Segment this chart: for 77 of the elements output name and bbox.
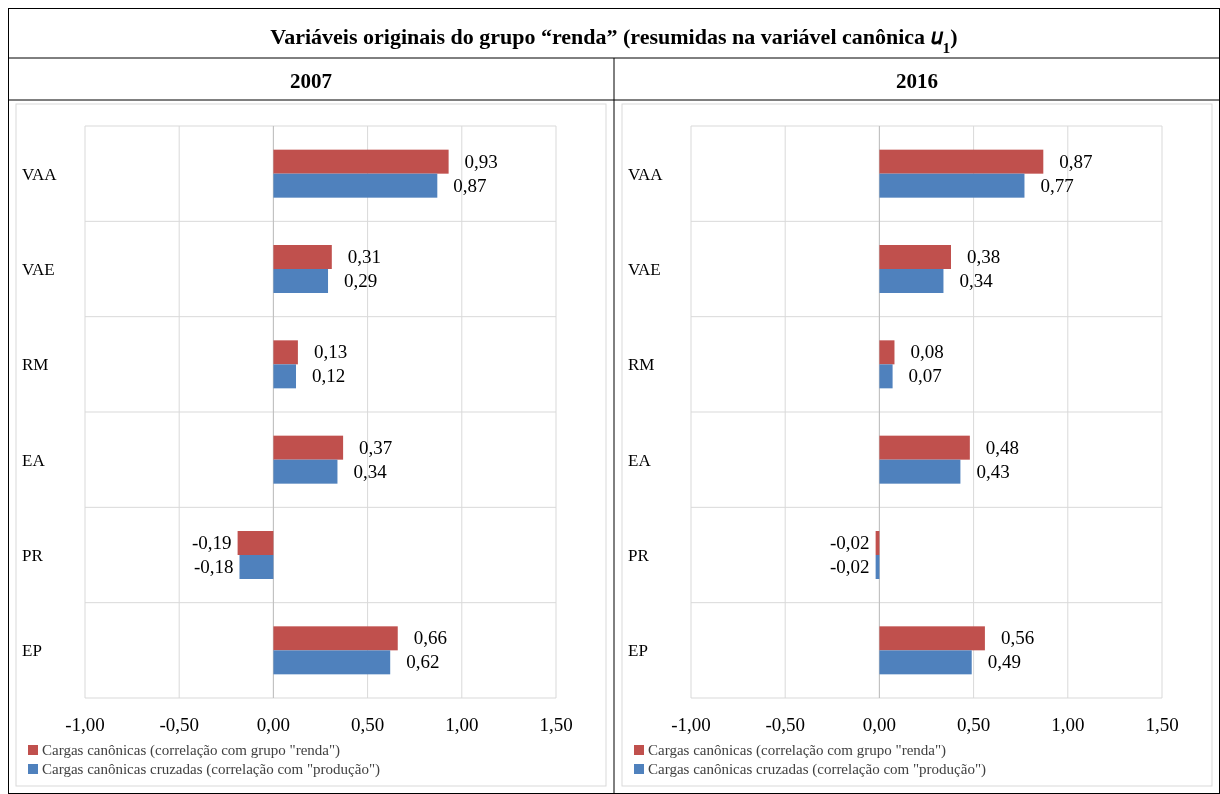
data-label: 0,87 <box>453 174 487 196</box>
x-tick-label: -0,50 <box>765 714 805 735</box>
data-label: 0,87 <box>1059 150 1093 172</box>
y-tick-label: VAA <box>22 164 58 184</box>
data-label: 0,62 <box>406 651 440 673</box>
bar <box>239 555 274 579</box>
legend-label: Cargas canônicas cruzadas (correlação com "produção") <box>648 761 987 778</box>
bar <box>879 459 961 484</box>
y-tick-label: VAE <box>628 260 661 279</box>
x-tick-label: 1,50 <box>1145 714 1179 735</box>
data-label: 0,93 <box>464 150 498 172</box>
bar <box>273 149 449 174</box>
x-tick-label: 0,00 <box>256 714 291 735</box>
x-tick-label: -0,50 <box>159 714 199 735</box>
bar <box>879 245 951 269</box>
data-label: 0,29 <box>344 270 378 291</box>
chart-title: 2007 <box>290 69 332 93</box>
y-tick-label: PR <box>22 546 44 565</box>
text: Variáveis originais do grupo “renda” (resumidas na variável canônica 𝑢$_{1}$) <box>270 24 958 56</box>
y-tick-label: VAE <box>22 260 55 279</box>
data-label: -0,18 <box>193 556 234 577</box>
x-tick-label: -1,00 <box>671 714 711 735</box>
x-tick-label: 0,50 <box>956 714 991 735</box>
bar <box>879 626 985 651</box>
bar <box>273 340 298 365</box>
data-label: 0,08 <box>910 341 944 363</box>
data-label: 0,31 <box>347 246 382 267</box>
bar <box>273 459 338 484</box>
data-label: 0,34 <box>353 460 388 482</box>
y-tick-label: EP <box>628 641 648 661</box>
data-label: 0,56 <box>1000 627 1035 649</box>
legend-label: Cargas canônicas (correlação com grupo "renda") <box>42 742 341 759</box>
x-tick-label: -1,00 <box>65 714 105 735</box>
bar <box>273 650 391 675</box>
data-label: 0,66 <box>413 627 447 649</box>
y-tick-label: RM <box>628 355 655 375</box>
bar <box>237 531 274 555</box>
bar <box>273 364 297 389</box>
bar <box>879 364 893 389</box>
bar <box>879 149 1044 174</box>
data-label: 0,12 <box>312 365 346 387</box>
data-label: 0,43 <box>976 460 1010 482</box>
y-tick-label: EP <box>22 641 42 661</box>
data-label: 0,48 <box>985 436 1020 458</box>
x-tick-label: 1,00 <box>445 714 479 735</box>
x-tick-label: 0,00 <box>862 714 897 735</box>
y-tick-label: RM <box>22 355 49 375</box>
data-label: 0,38 <box>966 246 1001 267</box>
data-label: -0,19 <box>192 532 232 553</box>
data-label: -0,02 <box>830 556 870 577</box>
bar <box>879 269 944 293</box>
x-tick-label: 1,50 <box>539 714 573 735</box>
data-label: 0,37 <box>359 436 393 458</box>
data-label: 0,49 <box>987 651 1021 673</box>
y-tick-label: EA <box>22 450 46 470</box>
data-label: 0,13 <box>313 341 348 363</box>
legend-label: Cargas canônicas (correlação com grupo "renda") <box>648 742 947 759</box>
x-tick-label: 1,00 <box>1051 714 1085 735</box>
bar <box>273 626 398 651</box>
bar <box>273 435 344 460</box>
data-label: -0,02 <box>830 532 870 553</box>
bar <box>273 173 438 198</box>
legend-label: Cargas canônicas cruzadas (correlação com "produção") <box>42 761 381 778</box>
data-label: 0,07 <box>908 365 942 387</box>
bar <box>879 650 972 675</box>
bar <box>273 245 332 269</box>
bar <box>879 173 1025 198</box>
chart-title: 2016 <box>896 69 938 93</box>
bar <box>879 435 970 460</box>
bar <box>879 340 895 365</box>
y-tick-label: EA <box>628 450 652 470</box>
data-label: 0,77 <box>1040 174 1074 196</box>
y-tick-label: PR <box>628 546 650 565</box>
x-tick-label: 0,50 <box>350 714 385 735</box>
data-label: 0,34 <box>959 270 994 291</box>
bar <box>273 269 329 293</box>
y-tick-label: VAA <box>628 164 664 184</box>
